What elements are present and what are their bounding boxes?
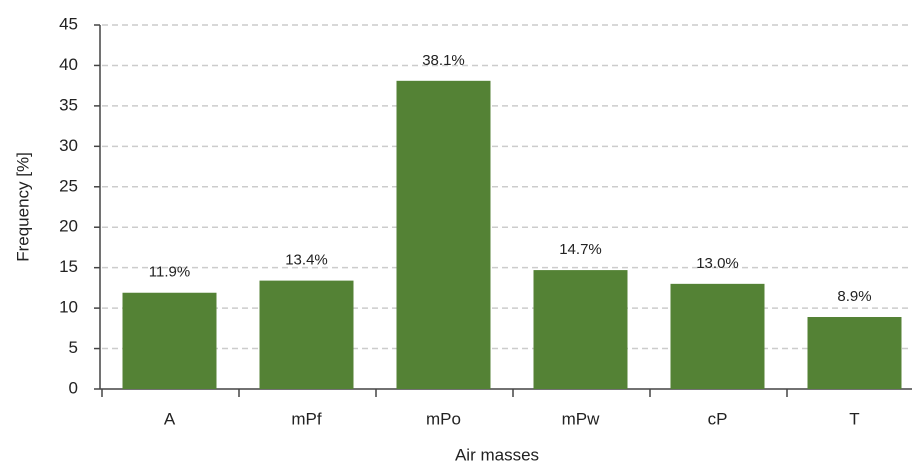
bar bbox=[259, 280, 354, 389]
value-label: 38.1% bbox=[422, 52, 465, 69]
x-axis-title: Air masses bbox=[455, 445, 539, 464]
x-tick-label: mPw bbox=[562, 409, 601, 428]
bar bbox=[533, 270, 628, 389]
bar bbox=[122, 292, 217, 389]
y-tick-label: 5 bbox=[69, 338, 78, 357]
value-label: 11.9% bbox=[149, 264, 190, 281]
bar bbox=[670, 283, 765, 389]
x-tick-label: T bbox=[849, 409, 859, 428]
y-tick-label: 0 bbox=[69, 378, 78, 397]
y-tick-label: 45 bbox=[59, 14, 78, 33]
y-tick-label: 40 bbox=[59, 55, 78, 74]
x-tick-label: mPf bbox=[291, 409, 322, 428]
x-tick-label: A bbox=[164, 409, 176, 428]
y-axis-title: Frequency [%] bbox=[13, 152, 32, 262]
value-label: 8.9% bbox=[837, 288, 871, 305]
y-tick-label: 20 bbox=[59, 217, 78, 236]
y-tick-label: 35 bbox=[59, 95, 78, 114]
y-tick-label: 10 bbox=[59, 298, 78, 317]
y-tick-label: 30 bbox=[59, 136, 78, 155]
value-label: 13.0% bbox=[696, 255, 739, 272]
y-tick-label: 25 bbox=[59, 176, 78, 195]
bar bbox=[807, 317, 902, 389]
x-tick-label: cP bbox=[708, 409, 728, 428]
x-tick-label: mPo bbox=[426, 409, 461, 428]
value-label: 13.4% bbox=[285, 252, 328, 269]
y-tick-label: 15 bbox=[59, 257, 78, 276]
value-label: 14.7% bbox=[559, 241, 602, 258]
bar bbox=[396, 80, 491, 390]
